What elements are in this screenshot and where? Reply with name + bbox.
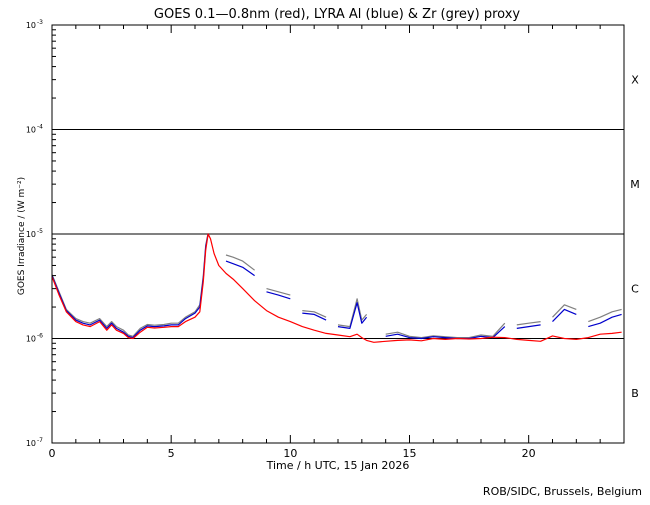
series-group — [51, 232, 622, 343]
y-tick-label: 10 — [26, 439, 36, 448]
series-lyra-al-proxy-segment-0 — [51, 233, 209, 339]
x-tick-label: 20 — [522, 447, 536, 460]
x-tick-label: 0 — [49, 447, 56, 460]
series-lyra-zr-proxy-segment-8 — [588, 308, 622, 323]
x-tick-label: 5 — [168, 447, 175, 460]
x-axis-label: Time / h UTC, 15 Jan 2026 — [266, 459, 410, 472]
series-lyra-zr-proxy-segment-7 — [552, 304, 577, 318]
series-lyra-zr-proxy-segment-1 — [225, 254, 255, 271]
flare-class-labels: X M C B — [630, 74, 640, 401]
y-axis-ticks: 10-710-610-510-410-3 — [26, 19, 60, 448]
y-tick-label: 10 — [26, 126, 36, 135]
flare-class-label-m: M — [630, 178, 640, 191]
series-lyra-al-proxy-segment-5 — [385, 326, 506, 340]
y-tick-exponent: -4 — [37, 124, 43, 131]
y-tick-label: 10 — [26, 21, 36, 30]
y-tick-label: 10 — [26, 230, 36, 239]
x-tick-label: 10 — [283, 447, 297, 460]
series-lyra-zr-proxy-segment-6 — [516, 321, 541, 326]
chart-title: GOES 0.1—0.8nm (red), LYRA Al (blue) & Z… — [154, 7, 520, 22]
y-axis-label: GOES Irradiance / (W m⁻²) — [17, 177, 27, 295]
x-tick-label: 15 — [403, 447, 417, 460]
series-lyra-al-proxy-segment-4 — [337, 302, 368, 329]
series-lyra-al-proxy-segment-2 — [266, 291, 291, 300]
series-goes-0-1-0-8nm-segment-0 — [51, 233, 622, 343]
flare-class-label-c: C — [631, 283, 639, 296]
series-lyra-al-proxy-segment-1 — [225, 260, 255, 277]
y-tick-exponent: -3 — [37, 19, 43, 26]
series-lyra-al-proxy-segment-7 — [552, 308, 577, 323]
series-lyra-zr-proxy-segment-3 — [302, 310, 327, 318]
flare-class-lines — [52, 129, 624, 339]
series-lyra-al-proxy-segment-8 — [588, 313, 622, 328]
series-lyra-al-proxy-segment-6 — [516, 324, 541, 329]
series-lyra-al-proxy-segment-3 — [302, 312, 327, 321]
series-lyra-zr-proxy-segment-4 — [337, 298, 368, 328]
y-tick-exponent: -5 — [37, 228, 43, 235]
x-axis-ticks: 0 5 10 15 20 — [49, 25, 625, 460]
series-lyra-zr-proxy-segment-5 — [385, 322, 506, 339]
y-tick-exponent: -6 — [37, 333, 43, 340]
series-lyra-zr-proxy-segment-0 — [51, 232, 209, 337]
y-tick-label: 10 — [26, 335, 36, 344]
series-lyra-zr-proxy-segment-2 — [266, 288, 291, 296]
credit-text: ROB/SIDC, Brussels, Belgium — [483, 485, 642, 498]
flare-class-label-b: B — [631, 387, 639, 400]
y-tick-exponent: -7 — [37, 437, 43, 444]
flare-class-label-x: X — [631, 74, 639, 87]
